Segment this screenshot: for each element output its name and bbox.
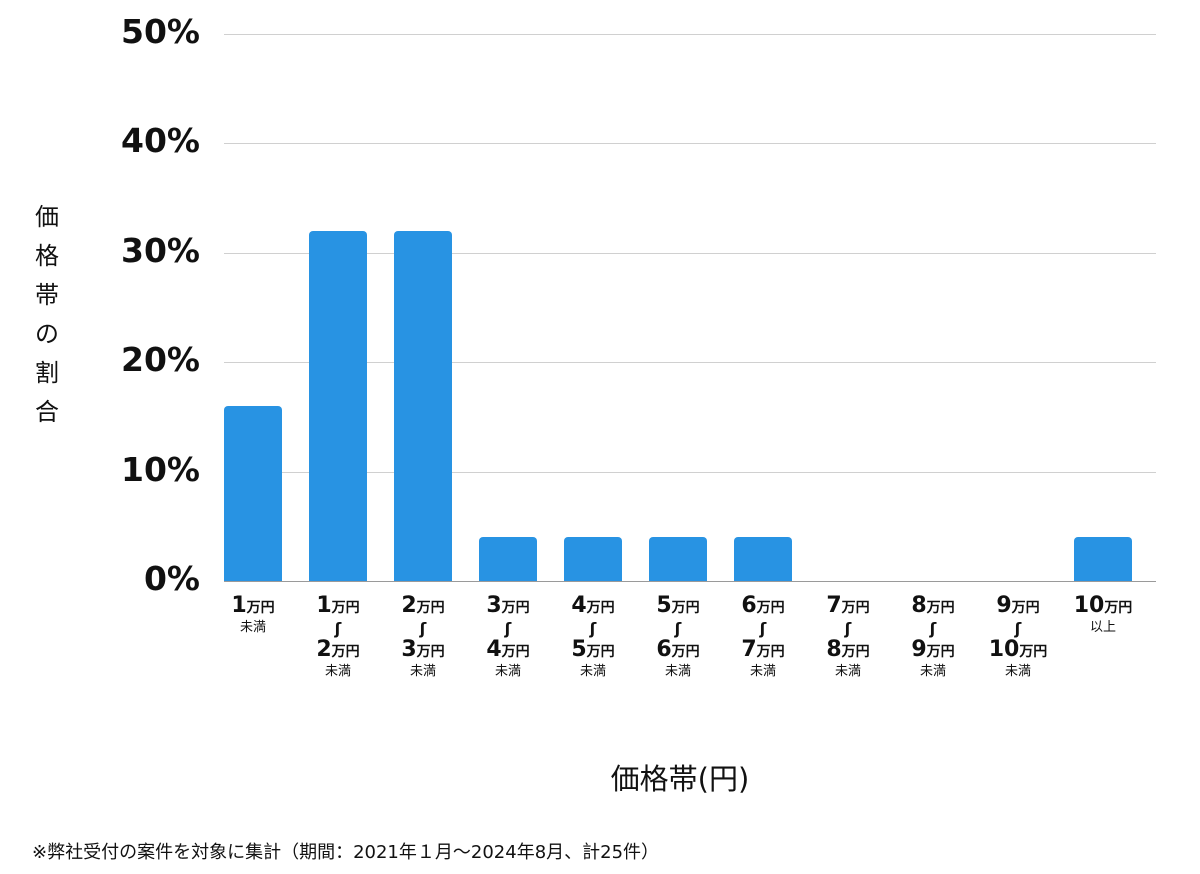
x-tick-label: 1万円 ʃ 2万円 未満 xyxy=(316,593,360,680)
x-tick-label: 8万円 ʃ 9万円 未満 xyxy=(911,593,955,680)
y-tick-label: 20% xyxy=(121,340,200,380)
y-axis-label-char: 割 xyxy=(35,359,59,387)
bar xyxy=(224,405,282,581)
bar xyxy=(309,230,367,581)
x-tick-label: 3万円 ʃ 4万円 未満 xyxy=(486,593,530,680)
y-tick-label: 30% xyxy=(121,230,200,270)
x-tick-label: 6万円 ʃ 7万円 未満 xyxy=(741,593,785,680)
bar xyxy=(1074,537,1132,581)
x-tick-label: 2万円 ʃ 3万円 未満 xyxy=(401,593,445,680)
x-tick-label: 7万円 ʃ 8万円 未満 xyxy=(826,593,870,680)
footnote: ※弊社受付の案件を対象に集計（期間：2021年１月〜2024年8月、計25件） xyxy=(32,842,660,863)
y-axis-label-char: の xyxy=(35,320,59,348)
y-tick-label: 0% xyxy=(143,559,200,598)
y-axis-label-char: 合 xyxy=(35,398,59,426)
y-axis-label-char: 価 xyxy=(35,203,59,231)
x-tick-label: 4万円 ʃ 5万円 未満 xyxy=(571,593,615,680)
y-tick-label: 10% xyxy=(121,449,200,489)
bar xyxy=(564,537,622,581)
x-tick-label: 1万円 未満 xyxy=(231,593,275,636)
bar xyxy=(734,537,792,581)
bar xyxy=(649,537,707,581)
gridline xyxy=(224,362,1156,364)
gridline xyxy=(224,252,1156,254)
bar xyxy=(479,537,537,581)
gridline xyxy=(224,34,1156,35)
y-axis-label: 価格帯の割合 xyxy=(30,198,64,432)
x-axis-label: 価格帯(円) xyxy=(610,762,750,796)
bar xyxy=(394,230,452,581)
gridline xyxy=(224,471,1156,473)
x-tick-label: 10万円 以上 xyxy=(1073,593,1133,636)
x-tick-label: 5万円 ʃ 6万円 未満 xyxy=(656,593,700,680)
gridline xyxy=(224,143,1156,145)
y-tick-label: 50% xyxy=(121,12,200,51)
x-tick-label: 9万円 ʃ 10万円 未満 xyxy=(988,593,1048,680)
y-tick-label: 40% xyxy=(121,121,200,161)
y-axis-label-char: 帯 xyxy=(35,281,59,309)
x-axis-line xyxy=(224,581,1156,582)
y-axis-label-char: 格 xyxy=(35,242,59,270)
